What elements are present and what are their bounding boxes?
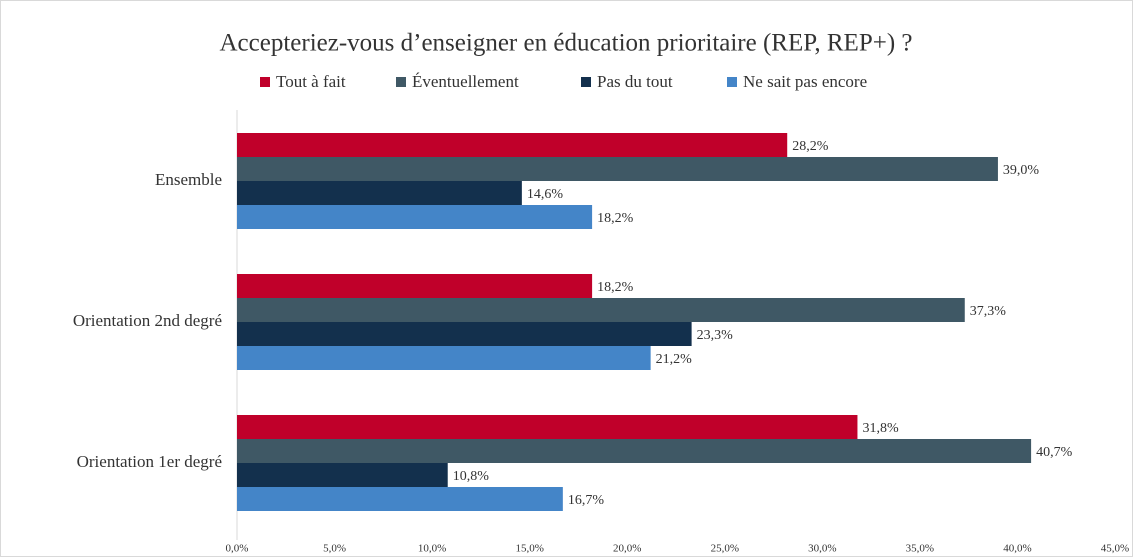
bar — [237, 439, 1032, 463]
x-tick-label: 10,0% — [418, 543, 446, 555]
legend-swatch — [581, 77, 591, 87]
value-label: 23,3% — [697, 328, 734, 343]
value-label: 28,2% — [792, 139, 829, 154]
legend-swatch — [727, 77, 737, 87]
bar — [237, 157, 998, 181]
value-label: 31,8% — [862, 421, 899, 436]
bar — [237, 346, 651, 370]
x-tick-label: 5,0% — [323, 543, 346, 555]
x-tick-label: 20,0% — [613, 543, 641, 555]
legend-label: Tout à fait — [276, 72, 346, 91]
category-label: Ensemble — [155, 170, 222, 189]
x-tick-label: 45,0% — [1101, 543, 1129, 555]
value-label: 21,2% — [656, 352, 693, 367]
legend-swatch — [260, 77, 270, 87]
category-label: Orientation 1er degré — [77, 452, 222, 471]
value-label: 18,2% — [597, 211, 634, 226]
x-tick-label: 40,0% — [1003, 543, 1031, 555]
x-tick-label: 0,0% — [226, 543, 249, 555]
bar — [237, 133, 788, 157]
legend-swatch — [396, 77, 406, 87]
bar — [237, 487, 563, 511]
bar — [237, 298, 965, 322]
value-label: 18,2% — [597, 280, 634, 295]
x-tick-label: 30,0% — [808, 543, 836, 555]
bar — [237, 322, 692, 346]
value-label: 40,7% — [1036, 445, 1073, 460]
x-tick-label: 35,0% — [906, 543, 934, 555]
value-label: 14,6% — [527, 187, 564, 202]
legend-label: Éventuellement — [412, 72, 519, 91]
value-label: 16,7% — [568, 493, 605, 508]
legend-label: Pas du tout — [597, 72, 673, 91]
bar — [237, 205, 593, 229]
legend-label: Ne sait pas encore — [743, 72, 867, 91]
value-label: 39,0% — [1003, 163, 1040, 178]
category-label: Orientation 2nd degré — [73, 311, 222, 330]
x-tick-label: 25,0% — [711, 543, 739, 555]
bar — [237, 181, 522, 205]
chart-title: Accepteriez-vous d’enseigner en éducatio… — [219, 30, 912, 57]
x-tick-label: 15,0% — [515, 543, 543, 555]
bar — [237, 415, 858, 439]
value-label: 37,3% — [970, 304, 1007, 319]
bar — [237, 463, 448, 487]
bar — [237, 274, 593, 298]
value-label: 10,8% — [453, 469, 490, 484]
